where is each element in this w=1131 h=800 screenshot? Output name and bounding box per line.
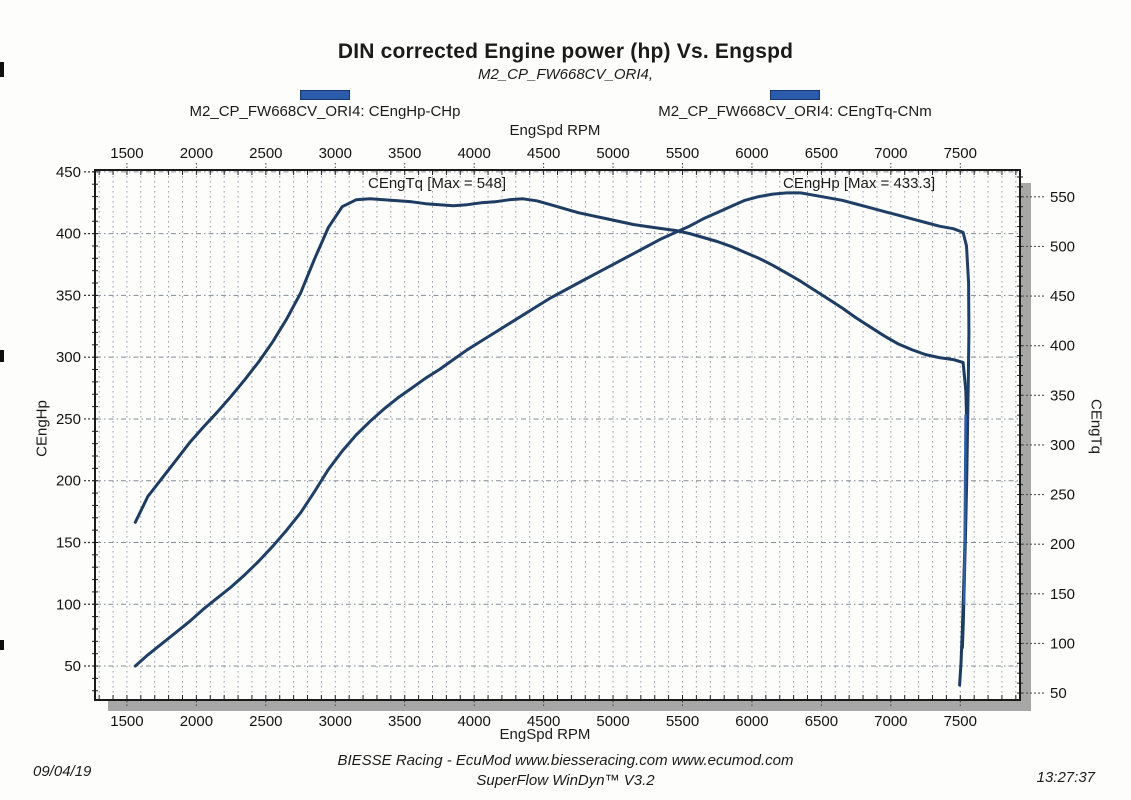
right-tick-label: 250 [1050,487,1075,504]
scan-artifact [0,62,4,77]
legend-item-cenghp: M2_CP_FW668CV_ORI4: CEngHp-CHp [170,90,480,121]
left-tick-label: 250 [56,411,81,428]
footer-time: 13:27:37 [1036,769,1095,786]
curve-pen-overlap-artifact [962,413,967,605]
x-tick-label-top: 5000 [596,145,629,162]
x-tick-label-top: 2500 [249,145,282,162]
x-tick-label-bottom: 2000 [180,713,213,730]
left-tick-label: 200 [56,473,81,490]
right-tick-label: 450 [1050,288,1075,305]
left-tick-label: 100 [56,596,81,613]
left-axis-title: CEngHp [33,400,51,457]
curve-cengtq-cnm [133,197,969,687]
x-tick-label-bottom: 3500 [388,713,421,730]
x-tick-label-top: 7500 [944,145,977,162]
right-tick-label: 400 [1050,338,1075,355]
x-tick-label-top: 6500 [805,145,838,162]
footer-date: 09/04/19 [33,763,92,780]
x-tick-label-top: 7000 [874,145,907,162]
x-tick-label-top: 3000 [319,145,352,162]
curve-cenghp-chp [133,191,971,668]
chart-subtitle: M2_CP_FW668CV_ORI4, [477,66,654,83]
left-tick-label: 350 [56,287,81,304]
dyno-plot: 1500 1500 2000 2000 2500 2500 3000 3000 3500 3500… [56,145,1075,730]
x-tick-label-bottom: 6000 [735,713,768,730]
x-tick-label-bottom: 6500 [805,713,838,730]
x-tick-label-top: 3500 [388,145,421,162]
right-tick-label: 200 [1050,536,1075,553]
right-axis-title: CEngTq [1087,398,1105,455]
left-tick-label: 450 [56,164,81,181]
footer-company-line: BIESSE Racing - EcuMod www.biesseracing.… [337,752,794,769]
legend-swatch-tq [770,90,820,100]
scan-artifact [0,350,4,362]
chart-title: DIN corrected Engine power (hp) Vs. Engs… [337,40,794,63]
left-tick-label: 150 [56,534,81,551]
footer-software-line: SuperFlow WinDyn™ V3.2 [476,772,655,789]
x-tick-label-bottom: 3000 [319,713,352,730]
x-tick-label-bottom: 2500 [249,713,282,730]
right-tick-label: 50 [1050,685,1067,702]
x-tick-label-top: 2000 [180,145,213,162]
legend-label-tq: M2_CP_FW668CV_ORI4: CEngTq-CNm [658,103,932,120]
legend-item-cengtq: M2_CP_FW668CV_ORI4: CEngTq-CNm [630,90,960,121]
right-tick-label: 100 [1050,635,1075,652]
x-tick-label-bottom: 4500 [527,713,560,730]
x-tick-label-bottom: 1500 [110,713,143,730]
plot-frame [94,169,1021,701]
left-tick-label: 50 [64,658,81,675]
x-tick-label-bottom: 7000 [874,713,907,730]
x-tick-label-bottom: 5000 [596,713,629,730]
right-tick-label: 550 [1050,189,1075,206]
x-tick-label-bottom: 4000 [457,713,490,730]
legend-label-hp: M2_CP_FW668CV_ORI4: CEngHp-CHp [189,103,461,120]
right-tick-label: 300 [1050,437,1075,454]
x-tick-label-top: 1500 [110,145,143,162]
left-tick-label: 300 [56,349,81,366]
x-tick-label-top: 6000 [735,145,768,162]
right-tick-label: 350 [1050,387,1075,404]
x-tick-label-bottom: 7500 [944,713,977,730]
bottom-axis-title: EngSpd RPM [499,726,591,743]
annotation-power-max: CEngHp [Max = 433.3] [783,175,936,192]
right-tick-label: 150 [1050,586,1075,603]
scan-artifact [0,640,4,650]
left-tick-label: 400 [56,226,81,243]
annotation-torque-max: CEngTq [Max = 548] [368,175,506,192]
x-tick-label-top: 4500 [527,145,560,162]
x-tick-label-bottom: 5500 [666,713,699,730]
x-tick-label-top: 5500 [666,145,699,162]
legend-swatch-hp [300,90,350,100]
top-axis-title: EngSpd RPM [509,122,601,139]
x-tick-label-top: 4000 [457,145,490,162]
right-tick-label: 500 [1050,238,1075,255]
